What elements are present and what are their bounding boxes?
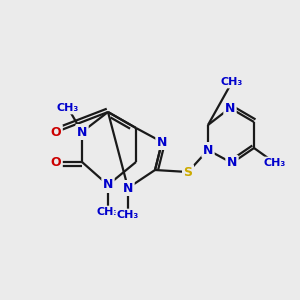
- Text: CH₃: CH₃: [57, 103, 79, 113]
- Text: N: N: [203, 143, 213, 157]
- Text: N: N: [225, 101, 235, 115]
- Text: N: N: [157, 136, 167, 148]
- Text: CH₃: CH₃: [264, 158, 286, 168]
- Text: N: N: [103, 178, 113, 191]
- Text: O: O: [51, 155, 61, 169]
- Text: N: N: [227, 157, 237, 169]
- Text: N: N: [77, 125, 87, 139]
- Text: CH₃: CH₃: [221, 77, 243, 87]
- Text: CH₃: CH₃: [117, 210, 139, 220]
- Text: CH₃: CH₃: [97, 207, 119, 217]
- Text: N: N: [123, 182, 133, 194]
- Text: O: O: [51, 125, 61, 139]
- Text: S: S: [184, 166, 193, 178]
